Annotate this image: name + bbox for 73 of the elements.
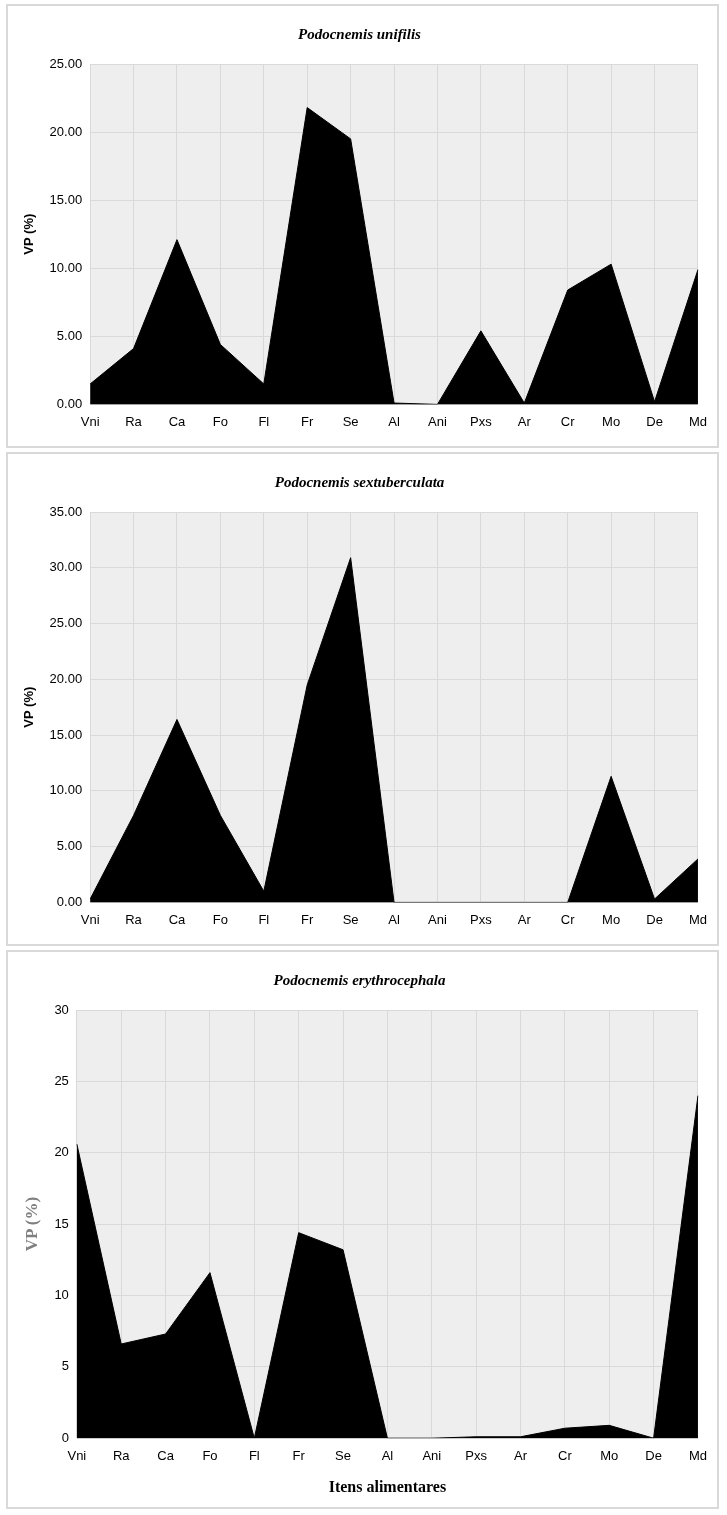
x-tick-label: Md [688, 1447, 707, 1463]
x-tick-label: Pxs [470, 911, 493, 927]
x-tick-label: Ar [514, 1447, 528, 1463]
y-tick-label: 20.00 [49, 670, 83, 686]
x-tick-label: Vni [80, 413, 100, 429]
x-tick-label: Pxs [470, 413, 493, 429]
x-tick-label: Se [342, 911, 359, 927]
x-tick-label: Ca [168, 413, 187, 429]
y-tick-label: 0.00 [56, 395, 83, 411]
x-tick-label: Ca [157, 1447, 175, 1463]
x-tick-label: Ra [125, 911, 143, 927]
x-tick-label: Fr [301, 413, 315, 429]
y-tick-label: 15.00 [49, 191, 83, 207]
y-axis-title: VP (%) [21, 213, 37, 255]
y-tick-label: 30.00 [49, 559, 83, 575]
x-tick-label: Ra [112, 1447, 131, 1463]
x-tick-label: Al [388, 911, 400, 927]
x-axis-title: Itens alimentares [328, 1477, 447, 1495]
y-tick-label: 25 [54, 1072, 69, 1088]
x-tick-label: Md [688, 413, 707, 429]
y-tick-label: 15.00 [49, 726, 83, 742]
x-tick-label: De [645, 1447, 662, 1463]
y-tick-label: 20.00 [49, 123, 83, 139]
x-tick-label: Cr [560, 413, 576, 429]
x-tick-label: Cr [558, 1447, 573, 1463]
y-tick-label: 5 [61, 1358, 69, 1374]
x-tick-label: Ani [428, 911, 447, 927]
x-tick-label: Al [381, 1447, 394, 1463]
y-tick-label: 10 [54, 1287, 69, 1303]
y-tick-label: 35.00 [49, 503, 83, 519]
y-tick-label: 5.00 [56, 838, 83, 854]
x-tick-label: Ani [428, 413, 447, 429]
x-tick-label: Fl [248, 1447, 260, 1463]
y-tick-label: 0 [61, 1429, 69, 1445]
y-tick-label: 10.00 [49, 782, 83, 798]
x-tick-label: De [646, 911, 663, 927]
x-tick-label: Mo [602, 911, 621, 927]
x-tick-label: Al [388, 413, 400, 429]
x-tick-label: Vni [80, 911, 100, 927]
x-tick-label: Ani [422, 1447, 442, 1463]
x-tick-label: Ar [517, 413, 532, 429]
y-tick-label: 15 [54, 1215, 69, 1231]
y-tick-label: 10.00 [49, 259, 83, 275]
x-tick-label: Pxs [465, 1447, 488, 1463]
x-tick-label: Fr [301, 911, 315, 927]
y-tick-label: 25.00 [49, 55, 83, 71]
y-axis-title: VP (%) [21, 686, 37, 728]
x-tick-label: Ca [168, 911, 187, 927]
x-tick-label: Cr [560, 911, 576, 927]
chart-title: Podocnemis unifilis [298, 25, 422, 42]
x-tick-label: Mo [600, 1447, 619, 1463]
x-tick-label: Vni [67, 1447, 87, 1463]
y-tick-label: 0.00 [56, 893, 83, 909]
x-tick-label: Fl [258, 413, 270, 429]
x-tick-label: Fl [258, 911, 270, 927]
x-tick-label: Md [688, 911, 707, 927]
x-tick-label: Fo [202, 1447, 218, 1463]
y-tick-label: 30 [54, 1001, 69, 1017]
y-tick-label: 25.00 [49, 615, 83, 631]
x-tick-label: Fo [212, 911, 228, 927]
x-tick-label: Se [335, 1447, 351, 1463]
y-axis-title: VP (%) [21, 1196, 41, 1252]
chart-title: Podocnemis erythrocephala [273, 971, 447, 988]
chart-title: Podocnemis sextuberculata [274, 473, 445, 490]
x-tick-label: Mo [602, 413, 621, 429]
x-tick-label: Fo [212, 413, 228, 429]
y-tick-label: 20 [54, 1144, 69, 1160]
x-tick-label: De [646, 413, 663, 429]
y-tick-label: 5.00 [56, 327, 83, 343]
x-tick-label: Ra [125, 413, 143, 429]
x-tick-label: Fr [292, 1447, 306, 1463]
x-tick-label: Se [342, 413, 359, 429]
x-tick-label: Ar [517, 911, 532, 927]
